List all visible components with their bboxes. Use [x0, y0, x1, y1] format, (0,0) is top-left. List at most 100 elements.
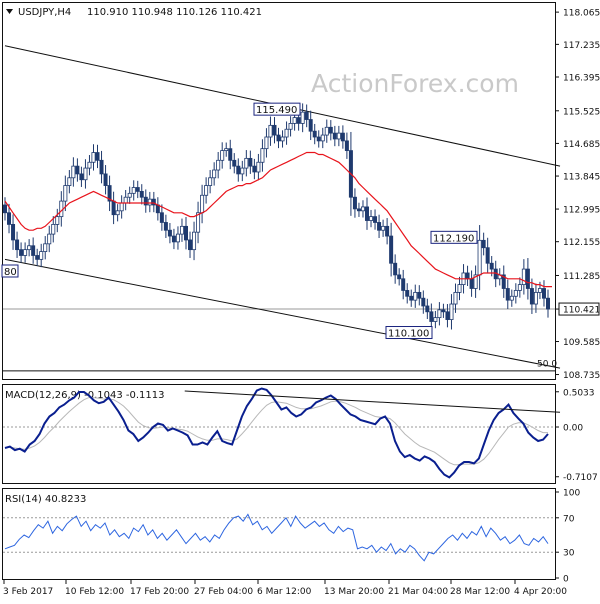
candle-body	[517, 284, 522, 291]
candle-body	[537, 288, 542, 293]
candle-body	[147, 198, 152, 206]
candle-body	[413, 291, 418, 301]
rsi-title: RSI(14) 40.8233	[5, 494, 86, 505]
macd-tick-label: -0.7107	[563, 473, 598, 483]
candle-body	[188, 239, 193, 251]
candle-body	[469, 278, 474, 289]
price-panel-frame	[2, 2, 556, 380]
candle-body	[260, 148, 265, 163]
candle-body	[232, 159, 237, 167]
macd-trend-line	[184, 390, 561, 413]
candle-body	[272, 124, 277, 136]
candle-body	[192, 231, 197, 251]
candle-body	[67, 177, 72, 186]
channel-lower-line	[4, 258, 561, 369]
candle-body	[200, 194, 205, 214]
candle-body	[31, 245, 36, 256]
candle-body	[513, 290, 518, 297]
candle-body	[320, 134, 325, 142]
candle-body	[437, 309, 442, 319]
candle-body	[35, 255, 40, 260]
moving-average-line	[4, 151, 552, 288]
x-tick-label: 13 Mar 20:00	[324, 587, 384, 597]
candle-body	[55, 216, 60, 225]
candle-body	[473, 274, 478, 289]
candle-body	[95, 152, 100, 161]
candle-body	[163, 222, 168, 231]
rsi-tick-label: 100	[563, 489, 580, 499]
annotation-box	[1, 264, 19, 278]
rsi-tick-label: 0	[563, 575, 569, 585]
macd-title: MACD(12,26,9) -0.1043 -0.1113	[5, 390, 165, 401]
candle-body	[308, 119, 313, 132]
candle-body	[43, 243, 48, 252]
candle-body	[19, 249, 24, 256]
x-tick-label: 10 Feb 12:00	[65, 587, 124, 597]
candle-body	[385, 225, 390, 237]
candle-body	[389, 235, 394, 264]
price-tick-label: 109.585	[563, 338, 600, 348]
candle-body	[364, 206, 369, 221]
candle-body	[328, 126, 333, 134]
macd-tick-label: 0.00	[563, 424, 583, 434]
candle-body	[433, 317, 438, 322]
candle-body	[240, 167, 245, 175]
candle-body	[127, 192, 132, 198]
x-tick-label: 3 Feb 2017	[3, 587, 53, 597]
candle-body	[3, 204, 8, 214]
candle-body	[425, 305, 430, 313]
candle-body	[268, 124, 273, 138]
candle-body	[139, 190, 144, 198]
candle-body	[393, 262, 398, 276]
candle-body	[79, 173, 84, 181]
candle-body	[175, 233, 180, 243]
candle-body	[332, 132, 337, 140]
candle-body	[143, 196, 148, 206]
candle-body	[489, 262, 494, 270]
price-tick-label: 112.155	[563, 238, 600, 248]
candle-body	[51, 224, 56, 235]
candle-body	[300, 111, 305, 124]
candle-body	[546, 297, 551, 310]
annotation-box	[430, 230, 478, 244]
candle-body	[373, 216, 378, 223]
candle-body	[7, 212, 12, 225]
candle-body	[292, 117, 297, 124]
price-tick-label: 116.395	[563, 73, 600, 83]
annotation-box	[253, 102, 301, 116]
x-tick-label: 6 Mar 12:00	[257, 587, 312, 597]
candle-body	[276, 134, 281, 142]
candle-body	[91, 152, 96, 163]
candle-body	[381, 225, 386, 231]
candle-body	[159, 212, 164, 223]
candle-body	[208, 177, 213, 186]
current-price-marker	[558, 302, 600, 316]
candle-body	[63, 185, 68, 202]
price-tick-label: 117.235	[563, 41, 600, 51]
candle-body	[481, 239, 486, 249]
candle-body	[441, 309, 446, 313]
candle-body	[39, 251, 44, 260]
candle-body	[15, 239, 20, 251]
candle-body	[107, 185, 112, 202]
candle-body	[47, 233, 52, 245]
candle-body	[369, 216, 374, 221]
candle-body	[505, 288, 510, 301]
candle-body	[27, 245, 32, 251]
candle-body	[501, 274, 506, 289]
candle-body	[248, 157, 253, 167]
candle-body	[312, 130, 317, 138]
price-tick-label: 113.845	[563, 173, 600, 183]
macd-tick-label: 0.5033	[563, 388, 595, 398]
price-tick-label: 111.285	[563, 272, 600, 282]
candle-body	[485, 247, 490, 264]
candle-body	[23, 249, 28, 256]
annotation-label: 110.100	[388, 329, 429, 340]
x-tick-label: 4 Apr 20:00	[514, 587, 567, 597]
candle-body	[87, 161, 92, 169]
candle-body	[453, 291, 458, 305]
candle-body	[421, 297, 426, 307]
candle-body	[220, 150, 225, 161]
candle-body	[340, 132, 345, 142]
